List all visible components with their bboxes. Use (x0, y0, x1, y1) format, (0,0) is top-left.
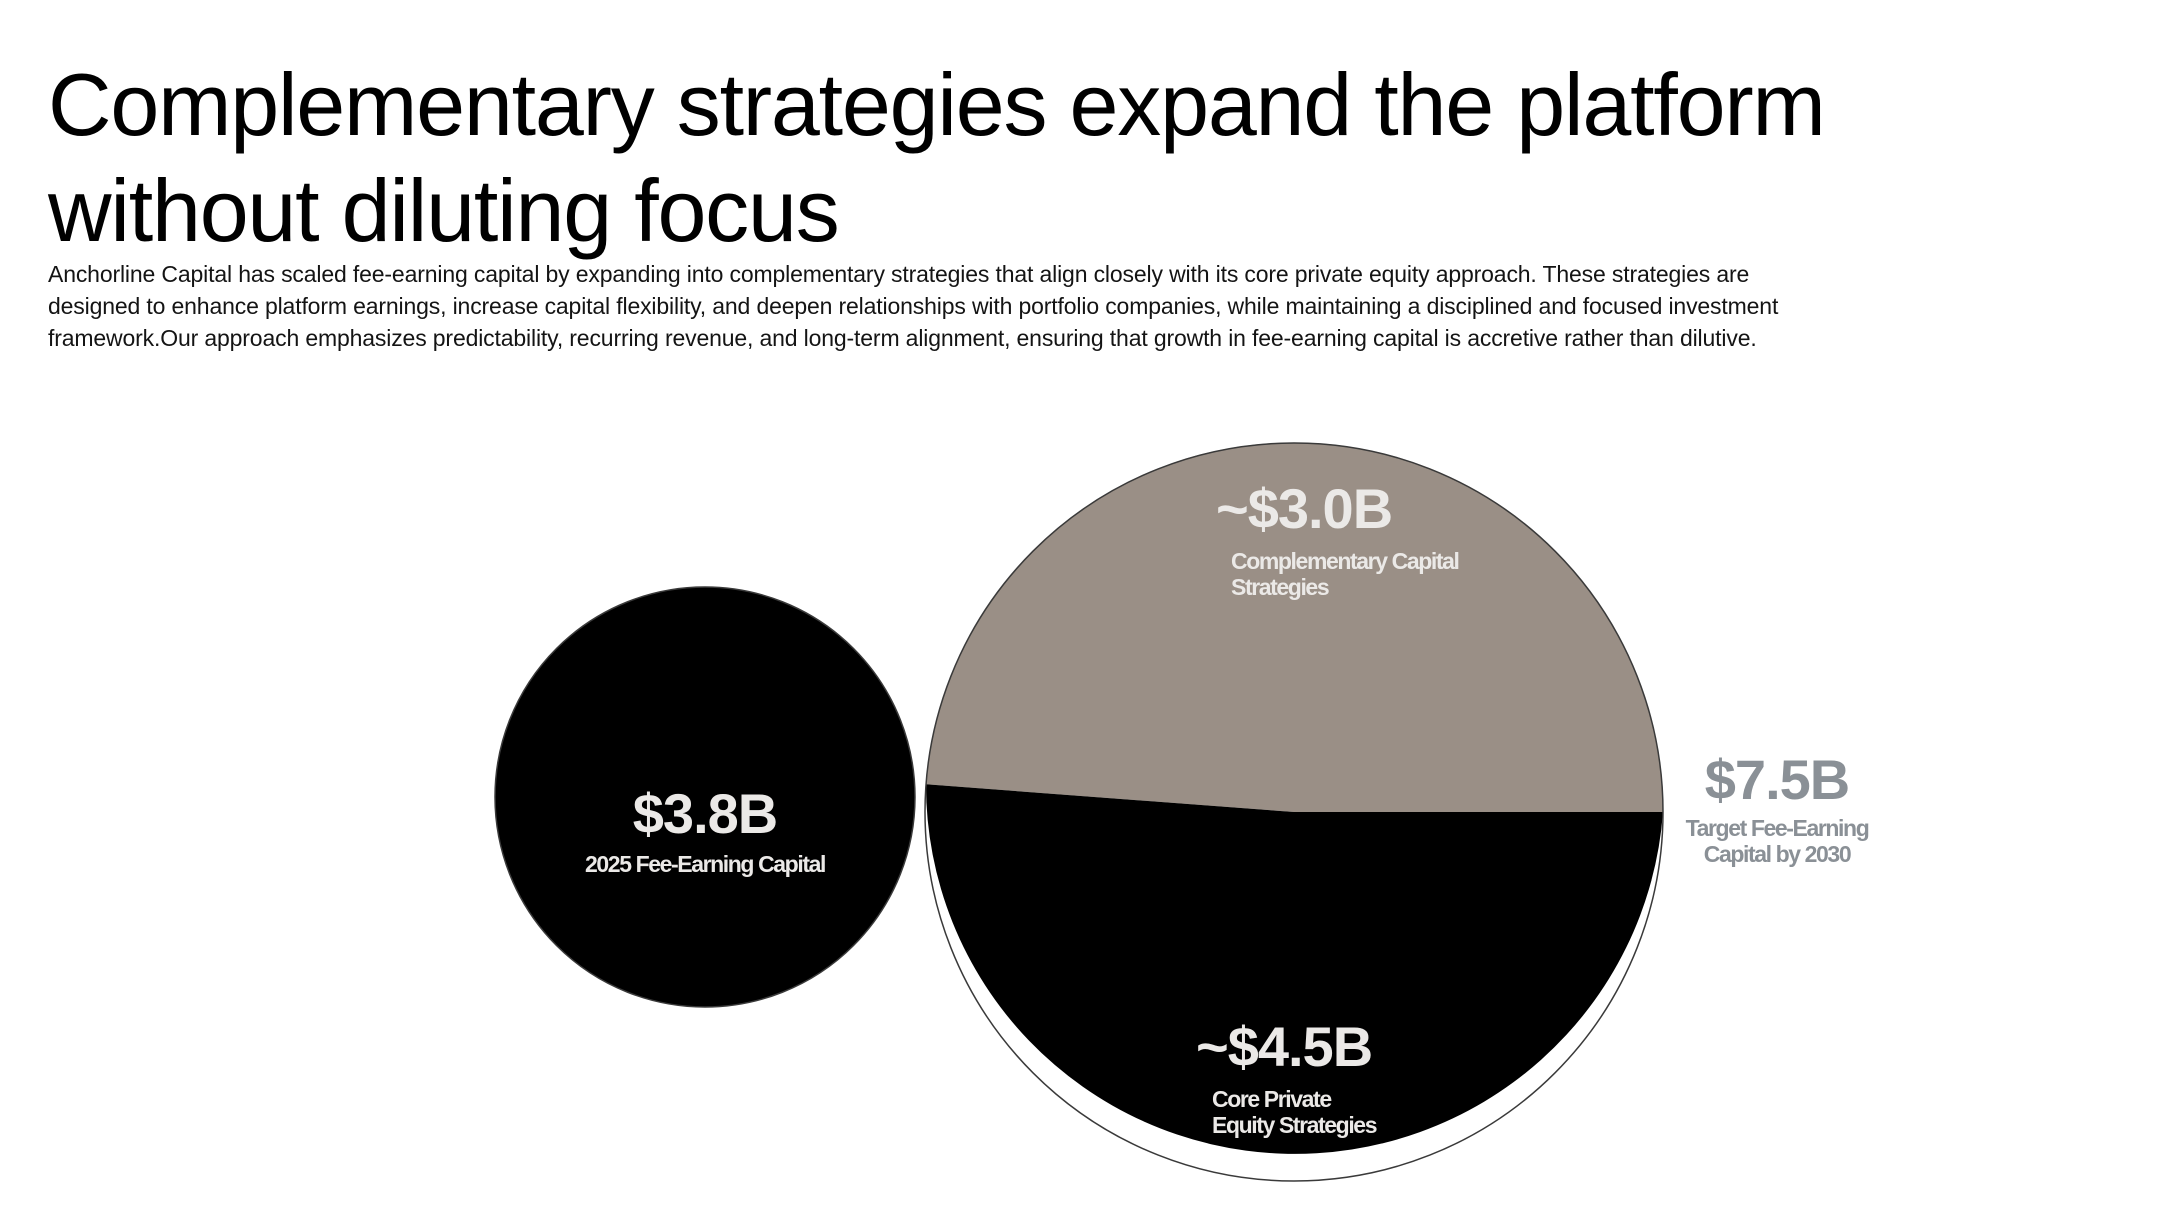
complementary-label-line-1: Complementary Capital (1231, 548, 1460, 574)
core-value: ~$4.5B (1196, 1015, 1373, 1078)
core-label: Core Private Equity Strategies (1212, 1086, 1377, 1138)
page-title: Complementary strategies expand the plat… (48, 52, 1826, 264)
target-total-label-line-2: Capital by 2030 (1703, 841, 1852, 867)
paragraph-line-1: Anchorline Capital has scaled fee-earnin… (48, 261, 1750, 287)
target-total-value: $7.5B (1704, 748, 1850, 811)
core-label-line-1: Core Private (1212, 1086, 1332, 1112)
current-capital-value: $3.8B (632, 782, 778, 845)
complementary-label-line-2: Strategies (1231, 574, 1330, 600)
paragraph-line-3: framework.Our approach emphasizes predic… (48, 325, 1757, 351)
title-line-1: Complementary strategies expand the plat… (48, 55, 1826, 154)
target-total-label-line-1: Target Fee-Earning (1685, 815, 1870, 841)
target-total-label: Target Fee-Earning Capital by 2030 (1672, 815, 1882, 867)
core-label-line-2: Equity Strategies (1212, 1112, 1377, 1138)
core-slice (925, 784, 1663, 1154)
intro-paragraph: Anchorline Capital has scaled fee-earnin… (48, 258, 1778, 354)
target-pie-outline (924, 442, 1664, 1182)
complementary-slice (926, 442, 1664, 812)
current-capital-circle (494, 586, 916, 1008)
complementary-label: Complementary Capital Strategies (1231, 548, 1460, 600)
complementary-value: ~$3.0B (1216, 477, 1393, 540)
current-capital-label: 2025 Fee-Earning Capital (585, 851, 826, 877)
target-capital-pie (924, 442, 1664, 1182)
paragraph-line-2: designed to enhance platform earnings, i… (48, 293, 1779, 319)
title-line-2: without diluting focus (48, 161, 840, 260)
